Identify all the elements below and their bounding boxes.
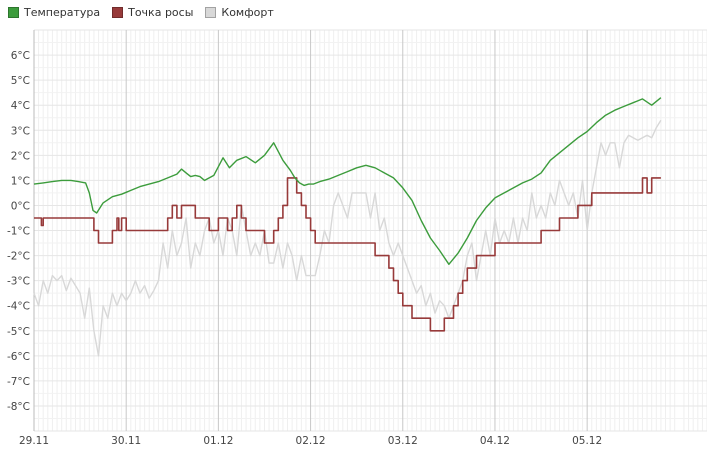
legend-item-comfort[interactable]: Комфорт	[205, 5, 274, 19]
x-tick-label: 02.12	[296, 435, 326, 447]
y-tick-label: -5°C	[7, 326, 30, 338]
y-tick-label: -2°C	[7, 251, 30, 263]
x-tick-label: 01.12	[203, 435, 233, 447]
legend-label-dew-point: Точка росы	[128, 5, 194, 19]
legend-swatch-temperature	[8, 6, 19, 18]
y-tick-label: 3°C	[11, 125, 30, 137]
y-tick-label: 5°C	[11, 75, 30, 87]
y-tick-label: -7°C	[7, 376, 30, 388]
legend-item-dew-point[interactable]: Точка росы	[112, 6, 193, 19]
series-layer	[33, 97, 662, 357]
x-tick-label: 04.12	[480, 435, 510, 447]
y-tick-label: 0°C	[11, 200, 30, 212]
comfort-line	[33, 119, 662, 357]
dew-point-line	[34, 177, 661, 332]
y-tick-label: 6°C	[11, 50, 30, 62]
y-tick-label: -4°C	[7, 301, 30, 313]
y-axis-ticks: 6°C 5°C 4°C 3°C 2°C 1°C 0°C -1°C -2°C -3°C -4°C -5°…	[7, 50, 30, 413]
x-tick-label: 29.11	[19, 435, 49, 447]
y-tick-label: 4°C	[11, 100, 30, 112]
x-tick-label: 30.11	[111, 435, 141, 447]
chart-legend: Температура Точка росы Комфорт	[8, 4, 286, 20]
temperature-line	[33, 97, 662, 265]
grid-layer	[33, 29, 707, 432]
x-tick-label: 05.12	[572, 435, 602, 447]
y-tick-label: -6°C	[7, 351, 30, 363]
x-tick-label: 03.12	[388, 435, 418, 447]
y-tick-label: 2°C	[11, 150, 30, 162]
y-tick-label: -8°C	[7, 401, 30, 413]
legend-label-comfort: Комфорт	[221, 5, 274, 19]
x-axis-ticks: 29.11 30.11 01.12 02.12 03.12 04.12 05.12	[19, 435, 602, 447]
legend-item-temperature[interactable]: Температура	[8, 6, 100, 19]
y-tick-label: -3°C	[7, 276, 30, 288]
y-tick-label: 1°C	[11, 175, 30, 187]
legend-swatch-comfort	[205, 6, 217, 18]
legend-swatch-dew-point	[112, 6, 124, 18]
legend-label-temperature: Температура	[24, 5, 101, 19]
y-tick-label: -1°C	[7, 226, 30, 238]
